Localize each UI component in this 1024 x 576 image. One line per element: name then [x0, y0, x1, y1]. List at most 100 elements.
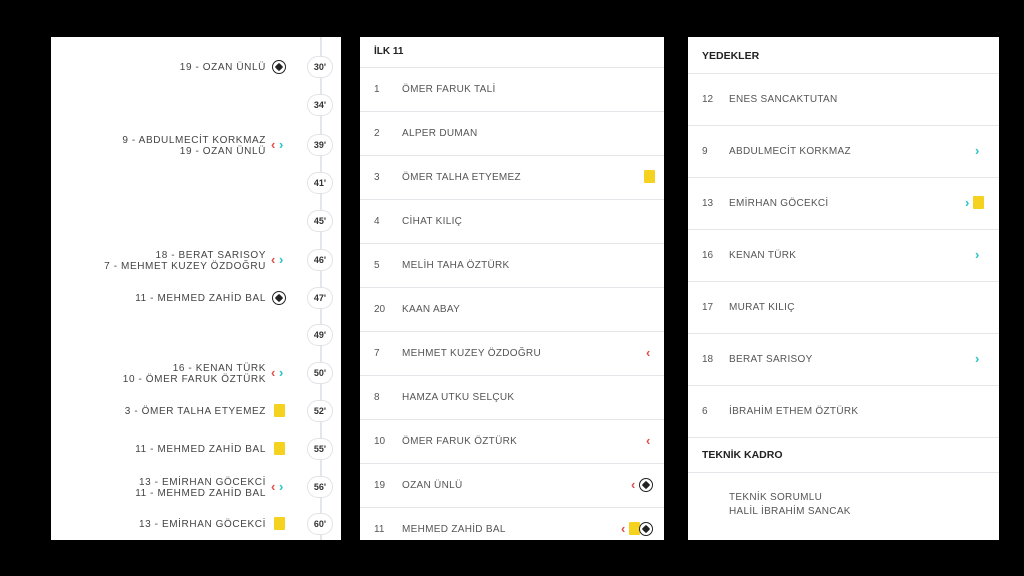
timeline-event: 18 - BERAT SARISOY 7 - MEHMET KUZEY ÖZDOĞ…: [51, 249, 341, 272]
player-number: 18: [702, 354, 714, 365]
player-row[interactable]: 3 ÖMER TALHA ETYEMEZ: [360, 156, 664, 200]
yellow-card-icon: [629, 522, 640, 535]
player-name[interactable]: EMİRHAN GÖCEKCİ: [729, 198, 829, 209]
player-name[interactable]: ABDULMECİT KORKMAZ: [729, 146, 851, 157]
event-minute: 41': [307, 172, 333, 194]
player-row[interactable]: 7 MEHMET KUZEY ÖZDOĞRU ‹: [360, 332, 664, 376]
event-players: 13 - EMİRHAN GÖCEKCİ 11 - MEHMED ZAHİD BA…: [135, 477, 266, 499]
event-player-name: 18 - BERAT SARISOY: [155, 250, 266, 261]
event-minute: 49': [307, 324, 333, 346]
player-event-icons: ‹: [621, 522, 654, 537]
sub-out-icon: ‹: [271, 137, 276, 152]
player-name[interactable]: BERAT SARISOY: [729, 354, 813, 365]
sub-out-icon: ‹: [646, 345, 651, 360]
player-number: 17: [702, 302, 714, 313]
player-row[interactable]: 1 ÖMER FARUK TALİ: [360, 68, 664, 112]
player-number: 8: [374, 392, 380, 403]
player-name[interactable]: MELİH TAHA ÖZTÜRK: [402, 260, 510, 271]
football-icon: [639, 522, 653, 536]
sub-in-icon: ›: [279, 479, 284, 494]
timeline-event: 11 - MEHMED ZAHİD BAL 55': [51, 438, 341, 460]
player-number: 11: [374, 524, 385, 535]
player-row[interactable]: 11 MEHMED ZAHİD BAL ‹: [360, 508, 664, 540]
event-icon: ‹ ›: [271, 480, 287, 494]
player-row[interactable]: 19 OZAN ÜNLÜ ‹: [360, 464, 664, 508]
event-icon: [271, 404, 287, 418]
football-icon: [272, 60, 286, 74]
timeline-event: 34': [51, 94, 341, 116]
player-row[interactable]: 16 KENAN TÜRK ›: [688, 230, 999, 282]
lineup-list: 1 ÖMER FARUK TALİ 2 ALPER DUMAN 3 ÖMER TALHA …: [360, 68, 664, 540]
event-icon: [271, 291, 287, 305]
subs-list: 12 ENES SANCAKTUTAN 9 ABDULMECİT KORKMAZ › 13…: [688, 74, 999, 438]
event-icon: [271, 60, 287, 74]
player-name[interactable]: ALPER DUMAN: [402, 128, 478, 139]
match-timeline-panel: 19 - OZAN ÜNLÜ 30' 34' 9 - ABDULMECİT KORKM…: [51, 37, 341, 540]
timeline-event: 13 - EMİRHAN GÖCEKCİ 11 - MEHMED ZAHİD BA…: [51, 476, 341, 499]
event-player-name: 3 - ÖMER TALHA ETYEMEZ: [124, 406, 266, 417]
player-number: 9: [702, 146, 708, 157]
sub-out-icon: ‹: [271, 479, 276, 494]
staff-name: HALİL İBRAHİM SANCAK: [729, 506, 851, 517]
player-row[interactable]: 18 BERAT SARISOY ›: [688, 334, 999, 386]
yellow-card-icon: [274, 404, 285, 417]
event-players: 19 - OZAN ÜNLÜ: [180, 62, 266, 73]
lineup-header: İLK 11: [360, 37, 664, 68]
player-event-icons: ‹: [646, 346, 654, 361]
player-row[interactable]: 12 ENES SANCAKTUTAN: [688, 74, 999, 126]
player-row[interactable]: 13 EMİRHAN GÖCEKCİ ›: [688, 178, 999, 230]
sub-out-icon: ‹: [631, 477, 636, 492]
player-event-icons: ›: [975, 248, 983, 263]
player-row[interactable]: 8 HAMZA UTKU SELÇUK: [360, 376, 664, 420]
player-name[interactable]: HAMZA UTKU SELÇUK: [402, 392, 515, 403]
player-name[interactable]: İBRAHİM ETHEM ÖZTÜRK: [729, 406, 859, 417]
staff-role: TEKNİK SORUMLU: [729, 492, 823, 503]
starting-lineup-panel: İLK 11 1 ÖMER FARUK TALİ 2 ALPER DUMAN 3 ÖMER…: [360, 37, 664, 540]
timeline-event: 16 - KENAN TÜRK 10 - ÖMER FARUK ÖZTÜRK ‹ › 5…: [51, 362, 341, 385]
player-name[interactable]: ÖMER FARUK TALİ: [402, 84, 496, 95]
player-name[interactable]: MEHMED ZAHİD BAL: [402, 524, 506, 535]
player-name[interactable]: ÖMER TALHA ETYEMEZ: [402, 172, 521, 183]
event-minute: 39': [307, 134, 333, 156]
sub-out-icon: ‹: [271, 252, 276, 267]
player-name[interactable]: CİHAT KILIÇ: [402, 216, 463, 227]
player-number: 20: [374, 304, 386, 315]
football-icon: [639, 478, 653, 492]
player-row[interactable]: 17 MURAT KILIÇ: [688, 282, 999, 334]
event-player-name: 10 - ÖMER FARUK ÖZTÜRK: [122, 374, 266, 385]
event-player-name: 19 - OZAN ÜNLÜ: [179, 62, 266, 73]
player-name[interactable]: OZAN ÜNLÜ: [402, 480, 463, 491]
player-row[interactable]: 5 MELİH TAHA ÖZTÜRK: [360, 244, 664, 288]
timeline-event: 49': [51, 324, 341, 346]
player-name[interactable]: MEHMET KUZEY ÖZDOĞRU: [402, 348, 541, 359]
player-name[interactable]: ÖMER FARUK ÖZTÜRK: [402, 436, 518, 447]
player-name[interactable]: MURAT KILIÇ: [729, 302, 795, 313]
player-row[interactable]: 20 KAAN ABAY: [360, 288, 664, 332]
player-number: 1: [374, 84, 380, 95]
event-player-name: 11 - MEHMED ZAHİD BAL: [135, 293, 266, 304]
event-players: 11 - MEHMED ZAHİD BAL: [135, 293, 266, 304]
player-row[interactable]: 2 ALPER DUMAN: [360, 112, 664, 156]
player-row[interactable]: 9 ABDULMECİT KORKMAZ ›: [688, 126, 999, 178]
player-row[interactable]: 10 ÖMER FARUK ÖZTÜRK ‹: [360, 420, 664, 464]
player-number: 7: [374, 348, 380, 359]
sub-in-icon: ›: [975, 247, 980, 262]
event-minute: 30': [307, 56, 333, 78]
player-event-icons: ›: [965, 196, 984, 211]
event-icon: ‹ ›: [271, 366, 287, 380]
timeline-event: 9 - ABDULMECİT KORKMAZ 19 - OZAN ÜNLÜ ‹ › 39…: [51, 134, 341, 157]
player-number: 10: [374, 436, 386, 447]
player-row[interactable]: 4 CİHAT KILIÇ: [360, 200, 664, 244]
timeline-event: 11 - MEHMED ZAHİD BAL 47': [51, 287, 341, 309]
staff-header: TEKNİK KADRO: [688, 438, 999, 473]
player-name[interactable]: KENAN TÜRK: [729, 250, 797, 261]
timeline-event: 45': [51, 210, 341, 232]
player-name[interactable]: ENES SANCAKTUTAN: [729, 94, 838, 105]
event-icon: ‹ ›: [271, 138, 287, 152]
yellow-card-icon: [644, 170, 655, 183]
player-number: 5: [374, 260, 380, 271]
player-row[interactable]: 6 İBRAHİM ETHEM ÖZTÜRK: [688, 386, 999, 438]
player-number: 2: [374, 128, 380, 139]
player-name[interactable]: KAAN ABAY: [402, 304, 461, 315]
event-player-name: 11 - MEHMED ZAHİD BAL: [135, 444, 266, 455]
